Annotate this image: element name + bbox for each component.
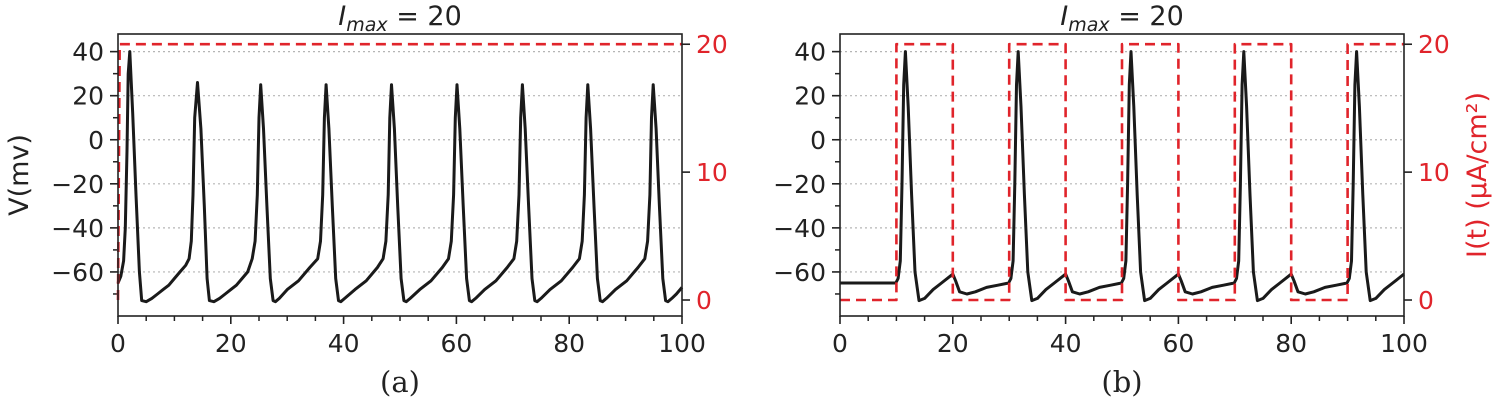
current-series-line [840,42,1404,302]
y-tick-label: −60 [51,258,104,287]
y2-tick-label: 20 [1418,30,1450,59]
x-tick-label: 20 [215,329,247,358]
x-tick-label: 0 [832,329,848,358]
x-tick-label: 40 [1050,329,1082,358]
y-tick-label: 20 [794,82,826,111]
plot-frame [839,33,1405,317]
panel-caption: (b) [1101,365,1142,399]
panel-caption: (a) [380,365,420,399]
y-axis-label: V(mv) [4,134,35,216]
y2-tick-label: 0 [696,286,712,315]
y-tick-label: −20 [51,170,104,199]
title-variable: I [1060,1,1068,32]
x-tick-label: 40 [328,329,360,358]
y-tick-label: −40 [773,214,826,243]
x-tick-label: 60 [1162,329,1194,358]
y2-tick-label: 10 [1418,158,1450,187]
x-tick-label: 0 [110,329,126,358]
y-tick-label: −20 [773,170,826,199]
y-tick-label: 40 [794,38,826,67]
y2-tick-label: 20 [696,30,728,59]
y2-axis-label: I(t) (µA/cm²) [1462,92,1493,258]
y-tick-label: −60 [773,258,826,287]
chart-title: Imax = 20 [1060,1,1184,36]
y-tick-label: −40 [51,214,104,243]
chart-title: Imax = 20 [338,1,462,36]
x-tick-label: 100 [658,329,706,358]
y2-tick-label: 10 [696,158,728,187]
x-tick-label: 20 [937,329,969,358]
plot-frame [117,33,683,317]
title-subscript: max [1068,14,1110,36]
title-variable: I [338,1,346,32]
y-tick-label: 0 [88,126,104,155]
x-tick-label: 80 [553,329,585,358]
title-value: = 20 [388,1,462,32]
y-tick-label: 40 [72,38,104,67]
voltage-series-line [116,50,684,304]
x-tick-label: 60 [440,329,472,358]
x-tick-label: 80 [1275,329,1307,358]
y-tick-label: 20 [72,82,104,111]
title-value: = 20 [1110,1,1184,32]
y-tick-label: 0 [810,126,826,155]
x-tick-label: 100 [1380,329,1428,358]
voltage-series-line [840,50,1405,303]
title-subscript: max [346,14,388,36]
y2-tick-label: 0 [1418,286,1434,315]
